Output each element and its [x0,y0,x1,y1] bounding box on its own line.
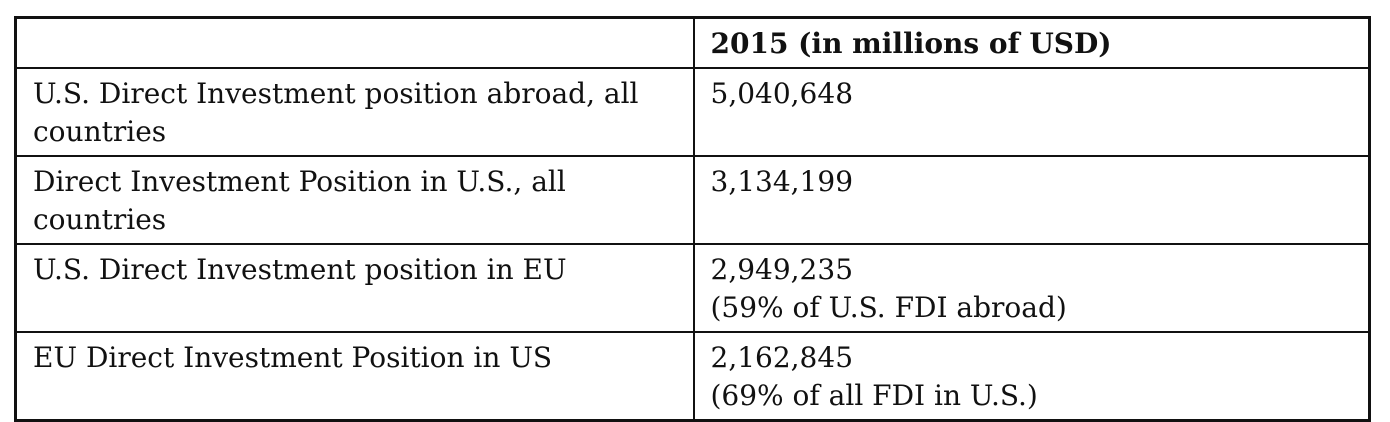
table-header-row: 2015 (in millions of USD) [14,16,1371,69]
table-row: U.S. Direct Investment position abroad, … [14,67,1371,157]
table-row: U.S. Direct Investment position in EU 2,… [14,243,1371,333]
row-value-cell: 2,949,235 (59% of U.S. FDI abroad) [692,243,1371,333]
table-row: EU Direct Investment Position in US 2,16… [14,331,1371,422]
row-label: U.S. Direct Investment position abroad, … [14,67,695,157]
header-year-cell: 2015 (in millions of USD) [692,16,1371,69]
row-value: 2,949,235 [710,253,854,286]
table-row: Direct Investment Position in U.S., all … [14,155,1371,245]
row-label: EU Direct Investment Position in US [14,331,695,422]
row-note: (59% of U.S. FDI abroad) [710,291,1067,324]
header-label-cell [14,16,695,69]
fdi-table-container: 2015 (in millions of USD) U.S. Direct In… [14,16,1371,422]
row-value: 3,134,199 [710,165,854,198]
row-label: U.S. Direct Investment position in EU [14,243,695,333]
row-label: Direct Investment Position in U.S., all … [14,155,695,245]
row-value: 5,040,648 [710,77,854,110]
row-value-cell: 2,162,845 (69% of all FDI in U.S.) [692,331,1371,422]
row-value: 2,162,845 [710,341,854,374]
row-value-cell: 3,134,199 [692,155,1371,245]
row-value-cell: 5,040,648 [692,67,1371,157]
row-note: (69% of all FDI in U.S.) [710,379,1038,412]
fdi-table: 2015 (in millions of USD) U.S. Direct In… [14,16,1371,422]
